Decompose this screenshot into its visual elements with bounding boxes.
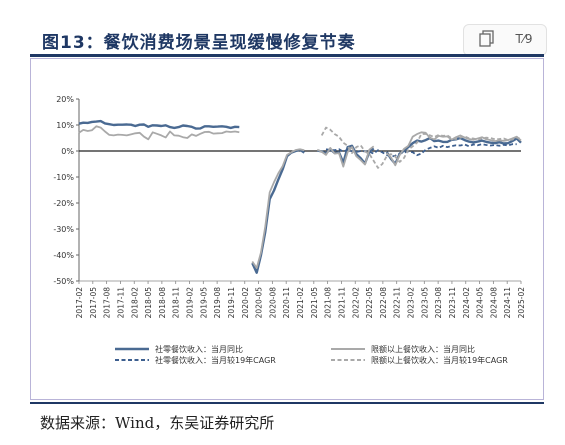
legend-label-1: 社零餐饮收入：当月同比 [155,344,243,354]
x-tick-label: 2023-05 [420,287,429,319]
copy-icon[interactable] [472,29,502,49]
x-tick-label: 2017-05 [89,287,98,319]
x-tick-label: 2019-05 [199,287,208,319]
source-note: 数据来源：Wind，东吴证券研究所 [40,414,275,432]
x-tick-label: 2020-08 [268,287,277,319]
x-tick-label: 2020-02 [241,287,250,319]
series-line-4 [320,126,522,169]
y-tick-label: -10% [53,173,74,182]
x-tick-label: 2024-08 [489,287,498,319]
x-tick-label: 2019-11 [227,287,236,319]
x-tick-label: 2021-05 [310,287,319,319]
x-tick-label: 2017-11 [116,287,125,319]
y-tick-label: -50% [53,277,74,286]
toolbar: T⁄9 [463,24,547,56]
x-tick-label: 2024-02 [462,287,471,319]
x-tick-label: 2025-02 [517,287,526,319]
x-tick-label: 2018-02 [130,287,139,319]
y-tick-label: 0% [61,147,74,156]
series-line-2 [325,143,517,158]
x-tick-label: 2018-11 [172,287,181,319]
x-tick-label: 2021-11 [337,287,346,319]
x-tick-label: 2023-11 [448,287,457,319]
x-tick-label: 2023-02 [407,287,416,319]
x-tick-label: 2022-05 [365,287,374,319]
x-tick-label: 2024-05 [476,287,485,319]
translate-icon[interactable]: T⁄9 [515,32,533,46]
x-tick-label: 2017-02 [75,287,84,319]
x-tick-label: 2018-05 [144,287,153,319]
x-tick-label: 2019-08 [213,287,222,319]
legend-label-4: 限额以上餐饮收入：当月较19年CAGR [371,355,508,365]
page-title: 图13：餐饮消费场景呈现缓慢修复节奏 [42,33,356,53]
y-tick-label: -30% [53,225,74,234]
x-tick-label: 2019-02 [186,287,195,319]
x-tick-label: 2021-02 [296,287,305,319]
y-tick-label: 20% [56,95,74,104]
series-line-1 [78,119,522,274]
x-tick-label: 2022-11 [393,287,402,319]
x-tick-label: 2020-05 [255,287,264,319]
line-chart: 20% 10% 0% -10% -20% -30% -40% -50%2017-02 2017-… [53,95,526,365]
title-divider [30,54,544,57]
x-tick-label: 2024-11 [503,287,512,319]
y-tick-label: -20% [53,199,74,208]
source-divider [30,402,544,404]
x-tick-label: 2022-08 [379,287,388,319]
chart-frame: 20% 10% 0% -10% -20% -30% -40% -50% 2017-02 2017-… [30,58,544,400]
legend-label-3: 限额以上餐饮收入：当月同比 [371,344,475,354]
x-tick-label: 2021-08 [324,287,333,319]
y-tick-label: 10% [56,121,74,130]
x-tick-label: 2020-11 [282,287,291,319]
x-tick-label: 2022-02 [351,287,360,319]
legend-label-2: 社零餐饮收入：当月较19年CAGR [155,355,276,365]
x-tick-label: 2017-08 [103,287,112,319]
y-tick-label: -40% [53,251,74,260]
series-line-3 [78,125,522,269]
x-tick-label: 2018-08 [158,287,167,319]
x-tick-label: 2023-08 [434,287,443,319]
